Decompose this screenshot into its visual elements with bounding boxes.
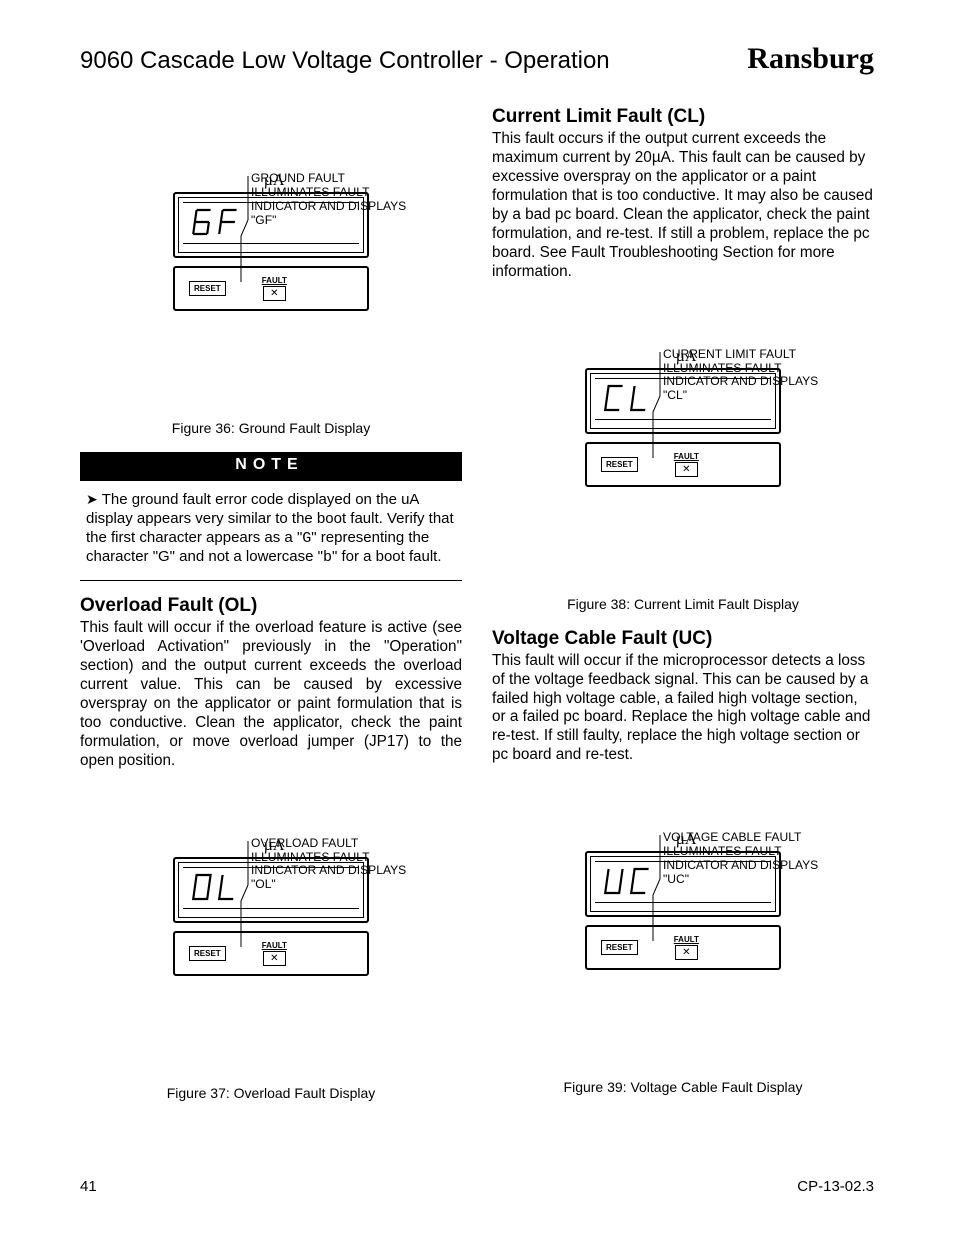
lower-panel: RESET FAULT ✕	[585, 925, 781, 970]
fault-icon: ✕	[675, 462, 697, 477]
figure-37-callout: OVERLOAD FAULT ILLUMINATES FAULT INDICAT…	[251, 837, 421, 893]
note-box: NOTE ➤The ground fault error code displa…	[80, 452, 462, 581]
current-limit-body: This fault occurs if the output current …	[492, 130, 874, 282]
figure-38-device: CURRENT LIMIT FAULT ILLUMINATES FAULT IN…	[553, 348, 813, 588]
figure-39-caption: Figure 39: Voltage Cable Fault Display	[492, 1079, 874, 1095]
lower-panel: RESET FAULT ✕	[173, 266, 369, 311]
page-header: 9060 Cascade Low Voltage Controller - Op…	[80, 42, 874, 76]
fault-label: FAULT	[262, 941, 287, 950]
figure-36-device: GROUND FAULT ILLUMINATES FAULT INDICATOR…	[141, 172, 401, 412]
fault-indicator: FAULT ✕	[262, 941, 287, 966]
current-limit-heading: Current Limit Fault (CL)	[492, 106, 874, 128]
fault-icon: ✕	[263, 286, 285, 301]
fault-indicator: FAULT ✕	[674, 452, 699, 477]
right-column: Current Limit Fault (CL) This fault occu…	[492, 106, 874, 1117]
seven-seg-display	[601, 866, 655, 898]
page-footer: 41 CP-13-02.3	[80, 1178, 874, 1195]
figure-38-caption: Figure 38: Current Limit Fault Display	[492, 596, 874, 612]
seven-seg-display	[601, 383, 655, 415]
fault-indicator: FAULT ✕	[674, 935, 699, 960]
fault-label: FAULT	[262, 276, 287, 285]
figure-36-caption: Figure 36: Ground Fault Display	[80, 420, 462, 436]
fault-label: FAULT	[674, 935, 699, 944]
fault-label: FAULT	[674, 452, 699, 461]
note-text-3: " for a boot fault.	[332, 548, 442, 565]
note-header: NOTE	[80, 452, 462, 481]
voltage-cable-heading: Voltage Cable Fault (UC)	[492, 628, 874, 650]
fault-icon: ✕	[675, 945, 697, 960]
overload-heading: Overload Fault (OL)	[80, 595, 462, 617]
fault-indicator: FAULT ✕	[262, 276, 287, 301]
reset-button: RESET	[601, 940, 638, 955]
figure-37-caption: Figure 37: Overload Fault Display	[80, 1085, 462, 1101]
seven-seg-display	[189, 207, 243, 239]
figure-36-callout: GROUND FAULT ILLUMINATES FAULT INDICATOR…	[251, 172, 421, 228]
figure-39-device: VOLTAGE CABLE FAULT ILLUMINATES FAULT IN…	[553, 831, 813, 1071]
content-columns: GROUND FAULT ILLUMINATES FAULT INDICATOR…	[80, 106, 874, 1117]
figure-39-callout: VOLTAGE CABLE FAULT ILLUMINATES FAULT IN…	[663, 831, 833, 887]
brand-logo: Ransburg	[747, 42, 874, 76]
reset-button: RESET	[601, 457, 638, 472]
note-char-b: b	[323, 549, 332, 566]
lower-panel: RESET FAULT ✕	[173, 931, 369, 976]
overload-body: This fault will occur if the overload fe…	[80, 619, 462, 771]
seven-seg-display	[189, 872, 243, 904]
figure-37-device: OVERLOAD FAULT ILLUMINATES FAULT INDICAT…	[141, 837, 401, 1077]
note-arrow-icon: ➤	[86, 491, 98, 507]
note-body: ➤The ground fault error code displayed o…	[80, 481, 462, 581]
voltage-cable-body: This fault will occur if the microproces…	[492, 652, 874, 766]
note-char-g: G	[302, 530, 311, 547]
left-column: GROUND FAULT ILLUMINATES FAULT INDICATOR…	[80, 106, 462, 1117]
reset-button: RESET	[189, 281, 226, 296]
lower-panel: RESET FAULT ✕	[585, 442, 781, 487]
page-title: 9060 Cascade Low Voltage Controller - Op…	[80, 47, 610, 75]
page-number: 41	[80, 1178, 97, 1195]
document-id: CP-13-02.3	[797, 1178, 874, 1195]
reset-button: RESET	[189, 946, 226, 961]
fault-icon: ✕	[263, 951, 285, 966]
figure-38-callout: CURRENT LIMIT FAULT ILLUMINATES FAULT IN…	[663, 348, 833, 404]
